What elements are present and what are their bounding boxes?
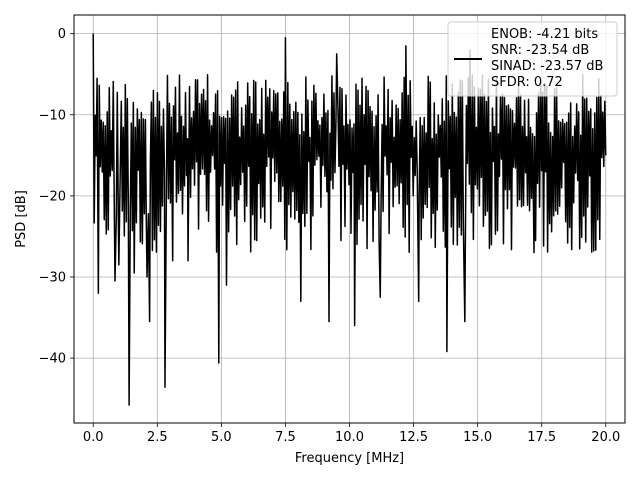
x-tick-label: 17.5 <box>527 430 556 445</box>
x-tick-label: 15.0 <box>463 430 492 445</box>
y-axis-ticks: 0 −10 −20 −30 −40 <box>39 27 74 367</box>
x-tick-label: 5.0 <box>211 430 232 445</box>
x-tick-label: 0.0 <box>83 430 104 445</box>
x-tick-label: 2.5 <box>147 430 168 445</box>
x-tick-label: 20.0 <box>591 430 620 445</box>
series-psd <box>92 33 607 406</box>
x-axis-label: Frequency [MHz] <box>295 451 404 466</box>
legend-sinad: SINAD: -23.57 dB <box>491 59 603 74</box>
legend-snr: SNR: -23.54 dB <box>491 43 589 58</box>
legend: ENOB: -4.21 bits SNR: -23.54 dB SINAD: -… <box>447 21 618 97</box>
y-tick-label: −20 <box>39 189 66 204</box>
y-tick-label: 0 <box>58 27 66 42</box>
legend-sfdr: SFDR: 0.72 <box>491 75 563 90</box>
y-tick-label: −30 <box>39 270 66 285</box>
x-tick-label: 7.5 <box>275 430 296 445</box>
psd-line <box>92 33 607 406</box>
legend-enob: ENOB: -4.21 bits <box>491 27 598 42</box>
legend-box <box>447 21 618 97</box>
y-tick-label: −10 <box>39 108 66 123</box>
y-tick-label: −40 <box>39 352 66 367</box>
x-tick-label: 12.5 <box>399 430 428 445</box>
x-axis-ticks: 0.0 2.5 5.0 7.5 10.0 12.5 15.0 17.5 20.0 <box>83 423 620 445</box>
x-tick-label: 10.0 <box>335 430 364 445</box>
y-axis-label: PSD [dB] <box>14 190 29 248</box>
